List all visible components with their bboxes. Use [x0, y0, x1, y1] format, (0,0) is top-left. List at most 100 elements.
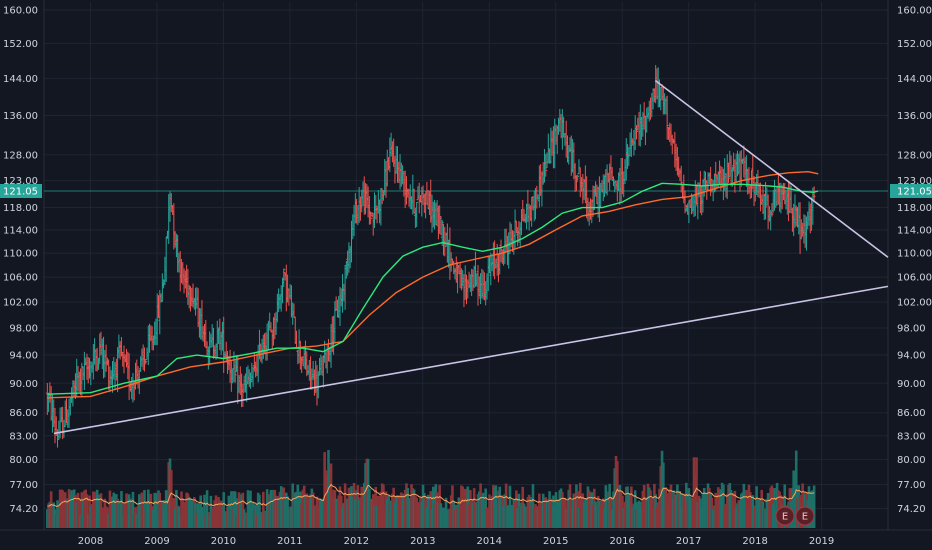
x-tick-label: 2011	[277, 536, 302, 547]
y-axis-left: 160.00 152.00 144.00 136.00 128.00 123.00 118.…	[3, 6, 38, 515]
resistance-trendline	[654, 80, 889, 258]
current-price-tag-left	[0, 184, 42, 199]
volume-bar	[504, 483, 508, 528]
y-tick-label-left: 80.00	[9, 455, 38, 466]
y-tick-label-right: 123.00	[897, 176, 932, 187]
x-tick-label: 2016	[609, 536, 634, 547]
earnings-marker-label: E	[802, 512, 808, 523]
y-tick-label-right: 136.00	[897, 111, 932, 122]
y-tick-label-right: 110.00	[897, 249, 932, 260]
y-tick-label-left: 86.00	[9, 408, 38, 419]
y-tick-label-right: 128.00	[897, 150, 932, 161]
volume-bar	[146, 489, 150, 528]
volume-bar	[120, 491, 123, 528]
x-tick-label: 2009	[144, 536, 169, 547]
y-tick-label-left: 77.00	[9, 480, 38, 491]
y-tick-label-right: 77.00	[897, 480, 926, 491]
y-tick-label-right: 160.00	[897, 6, 932, 17]
current-price-label-right: 121.05	[897, 187, 932, 198]
x-tick-label: 2015	[543, 536, 568, 547]
y-tick-label-left: 144.00	[3, 74, 38, 85]
y-tick-label-left: 90.00	[9, 379, 38, 390]
volume-bar	[783, 484, 787, 528]
y-tick-label-right: 152.00	[897, 39, 932, 50]
y-tick-label-left: 136.00	[3, 111, 38, 122]
y-tick-label-right: 98.00	[897, 324, 926, 335]
volume-bar	[85, 494, 89, 528]
volume-bar	[49, 491, 53, 528]
current-price-label-left: 121.05	[3, 187, 38, 198]
current-price-tag-right	[890, 184, 932, 199]
volume-bar	[131, 491, 135, 528]
y-tick-label-left: 83.00	[9, 431, 38, 442]
volume-bar	[812, 485, 816, 528]
y-tick-label-right: 102.00	[897, 298, 932, 309]
volume-bar	[222, 492, 225, 528]
volume-bar	[773, 488, 776, 528]
volume-bar	[578, 482, 582, 528]
y-tick-label-left: 94.00	[9, 351, 38, 362]
moving-averages	[47, 170, 819, 399]
x-tick-label: 2008	[78, 536, 103, 547]
y-tick-label-left: 114.00	[3, 225, 38, 236]
y-tick-label-left: 152.00	[3, 39, 38, 50]
support-trendline	[53, 285, 889, 435]
x-tick-label: 2019	[809, 536, 834, 547]
volume-bar	[329, 463, 333, 528]
y-tick-label-left: 128.00	[3, 150, 38, 161]
earnings-marker	[795, 506, 815, 526]
volume-bar	[77, 499, 81, 528]
volume-ma-line	[47, 483, 815, 508]
y-tick-label-left: 102.00	[3, 298, 38, 309]
volume-bar	[262, 491, 265, 528]
y-tick-label-right: 80.00	[897, 455, 926, 466]
trendlines[interactable]	[53, 80, 889, 435]
volume-bar	[642, 484, 646, 528]
volume-bar	[143, 489, 146, 528]
y-tick-label-right: 106.00	[897, 273, 932, 284]
earnings-marker	[775, 506, 795, 526]
y-tick-label-left: 123.00	[3, 176, 38, 187]
volume-bar	[695, 457, 698, 528]
volume-bar	[112, 492, 116, 528]
volume-bar	[164, 490, 168, 528]
x-axis: 2008 2009 2010 2011 2012 2013 2014 2015 2016 2017…	[78, 536, 834, 547]
y-tick-label-right: 86.00	[897, 408, 926, 419]
y-tick-label-left: 110.00	[3, 249, 38, 260]
x-tick-label: 2012	[344, 536, 369, 547]
y-tick-label-right: 94.00	[897, 351, 926, 362]
volume-bar	[568, 484, 572, 528]
y-tick-label-right: 114.00	[897, 225, 932, 236]
y-axis-right: 160.00 152.00 144.00 136.00 128.00 123.00 118.…	[897, 6, 932, 515]
y-tick-label-left: 118.00	[3, 203, 38, 214]
y-tick-label-left: 74.20	[9, 504, 38, 515]
y-tick-label-right: 118.00	[897, 203, 932, 214]
volume-bar	[203, 494, 206, 528]
ma-slow-line	[47, 170, 819, 399]
y-tick-label-right: 74.20	[897, 504, 926, 515]
grid-lines	[0, 0, 932, 531]
price-bars	[45, 65, 816, 448]
y-tick-label-right: 83.00	[897, 431, 926, 442]
volume-bars	[46, 450, 816, 528]
volume-bar	[461, 486, 464, 528]
y-tick-label-right: 144.00	[897, 74, 932, 85]
volume-bar	[154, 492, 158, 528]
volume-bar	[205, 490, 209, 528]
x-tick-label: 2018	[742, 536, 767, 547]
x-tick-label: 2010	[211, 536, 236, 547]
earnings-marker-label: E	[782, 512, 788, 523]
volume-bar	[233, 491, 237, 528]
ma-fast-line	[47, 182, 819, 395]
volume-bar	[258, 494, 261, 528]
x-tick-label: 2014	[477, 536, 502, 547]
y-tick-label-left: 160.00	[3, 6, 38, 17]
volume-bar	[531, 484, 535, 528]
y-tick-label-right: 90.00	[897, 379, 926, 390]
x-tick-label: 2013	[410, 536, 435, 547]
y-tick-label-left: 106.00	[3, 273, 38, 284]
x-tick-label: 2017	[676, 536, 701, 547]
